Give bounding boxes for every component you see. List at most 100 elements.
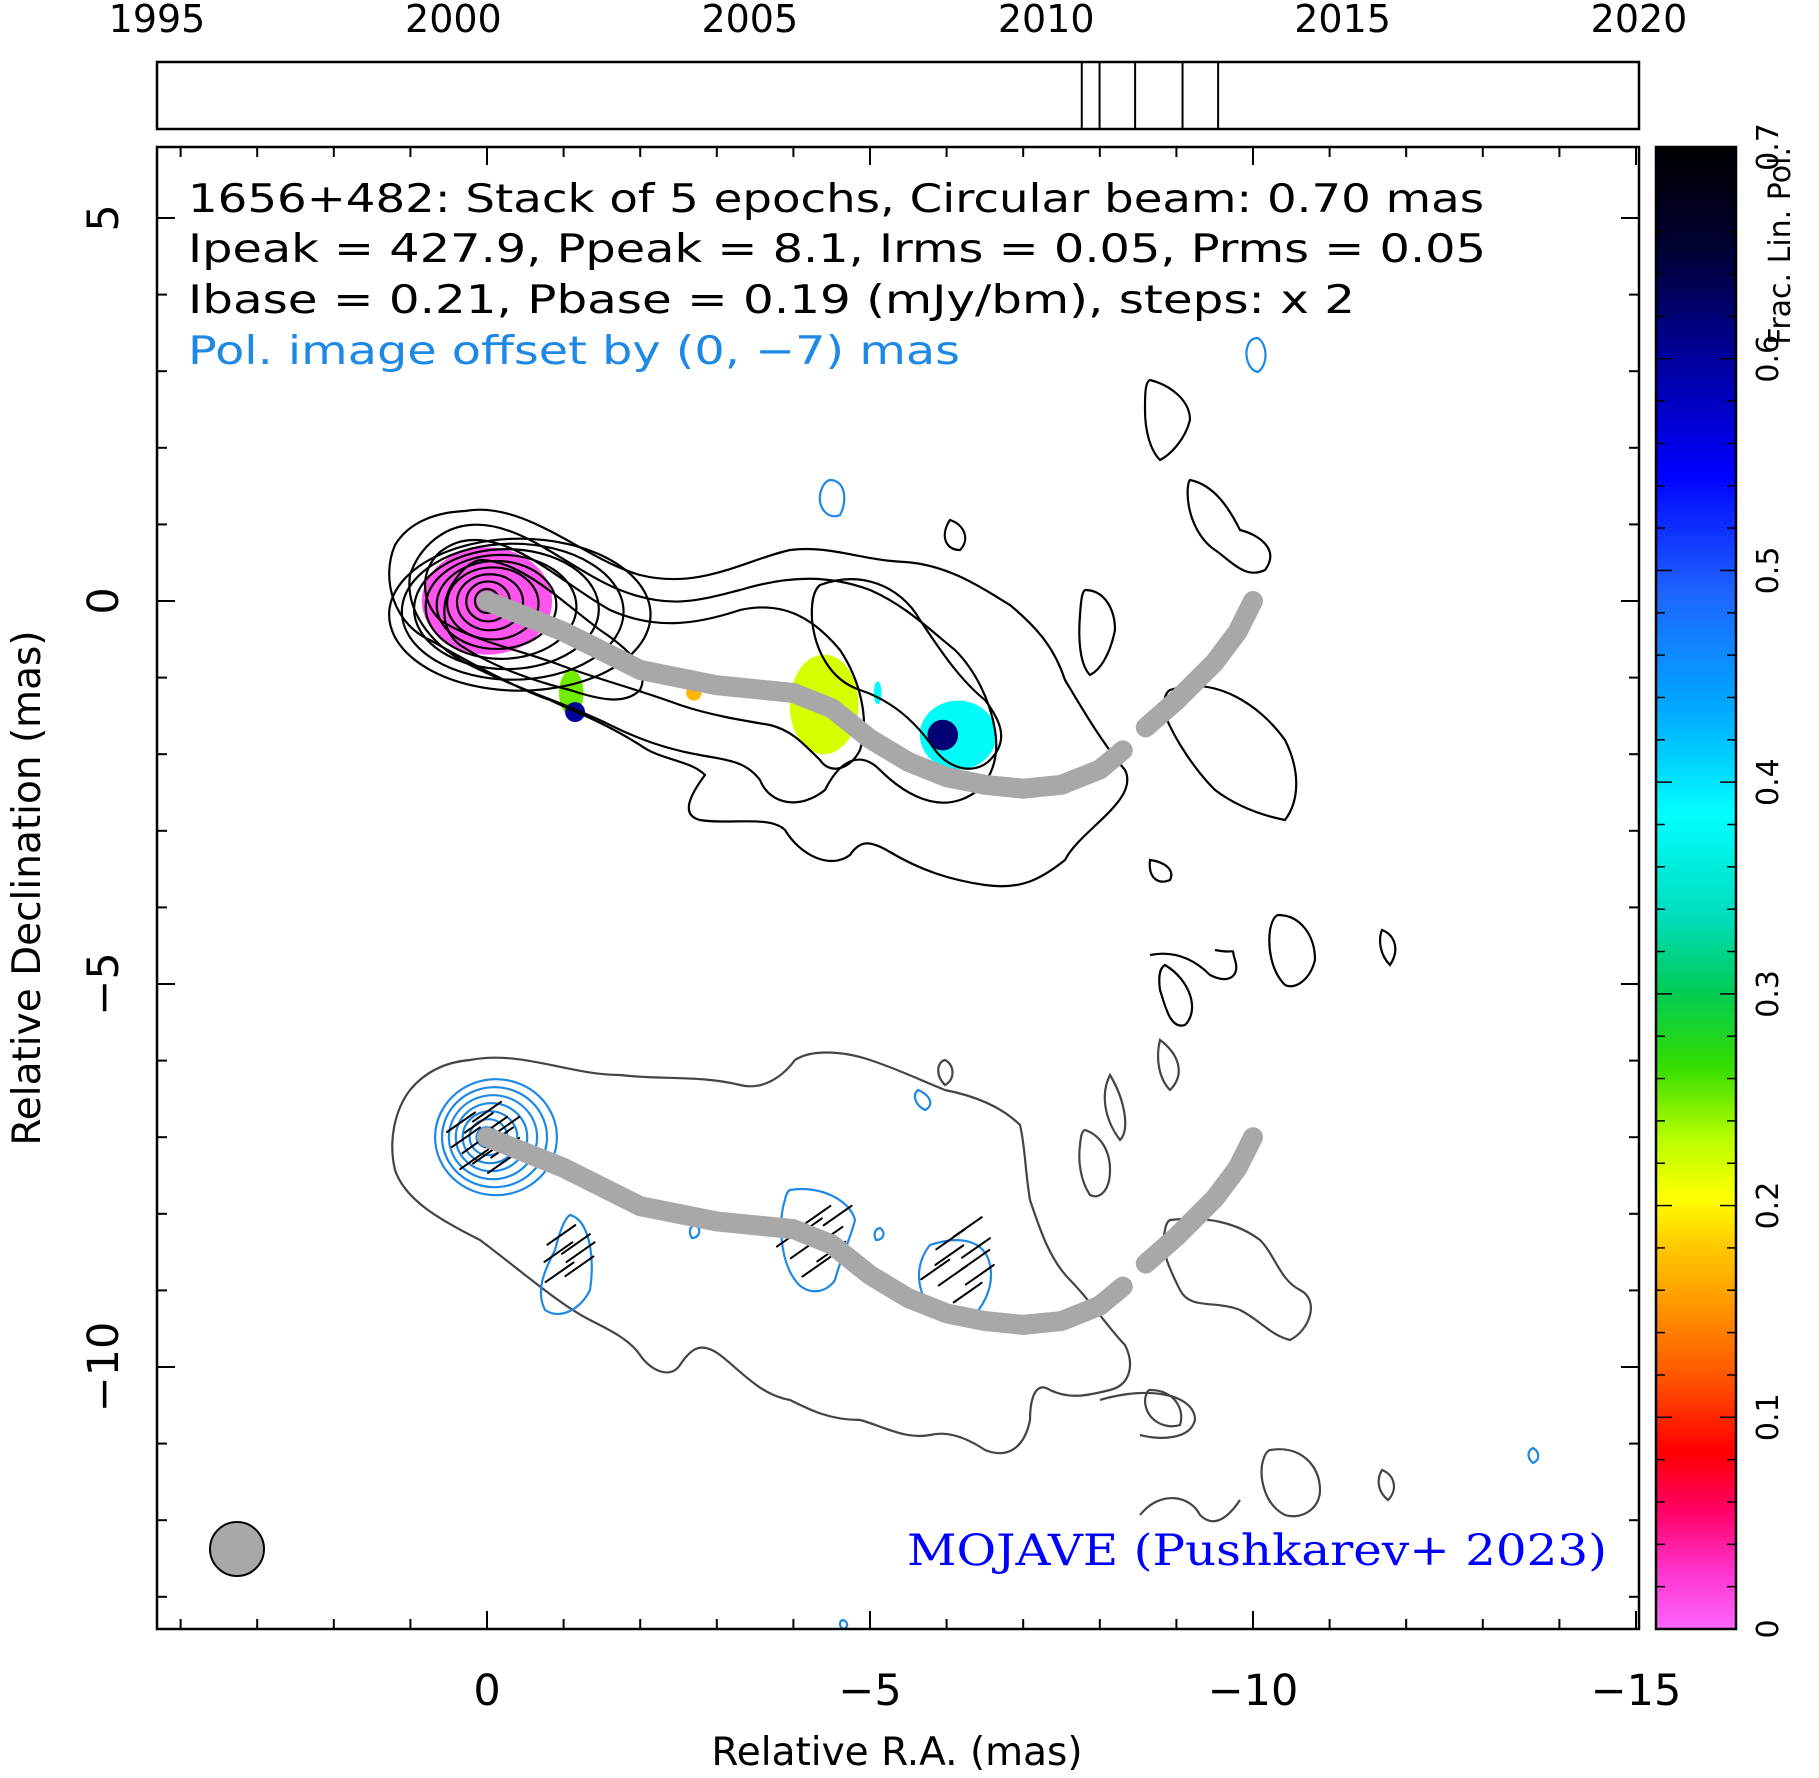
evpa-tick-26 xyxy=(822,1204,853,1227)
lower-contour-main xyxy=(391,1051,1132,1455)
evpa-tick-14 xyxy=(564,1255,595,1278)
epoch-tick-label-2: 2000 xyxy=(405,0,502,41)
plot-area: 0 −5 −10 −15 5 0 −5 −10 1656+482: Stack of 5 e… xyxy=(5,145,1681,1775)
plot-frame xyxy=(155,145,1641,1631)
epoch-lines xyxy=(1080,62,1220,129)
evpa-tick-32 xyxy=(934,1244,965,1266)
colorbar: 0 0.1 0.2 0.3 0.4 0.5 0.6 0.7 Frac. Lin. Pol. xyxy=(1654,123,1798,1639)
colorbar-tick-label-1: 0 xyxy=(1751,1619,1786,1638)
lower-contour-island-10 xyxy=(937,1058,954,1087)
lower-contour-island-9 xyxy=(1103,1072,1127,1142)
lower-contour-island-7 xyxy=(1099,1391,1197,1439)
y-tick-label-2: 0 xyxy=(79,587,129,614)
evpa-tick-21 xyxy=(801,1255,832,1278)
colorbar-tick-label-2: 0.1 xyxy=(1751,1393,1786,1441)
ridgeline-outer-line xyxy=(1135,591,1263,738)
evpa-tick-8 xyxy=(446,1111,477,1134)
pol-contour-9 xyxy=(1245,336,1267,374)
pol-core-ring-3 xyxy=(461,1110,519,1165)
evpa-tick-30 xyxy=(937,1264,968,1287)
pol-contour-6 xyxy=(873,1226,885,1242)
x-tick-label-3: −10 xyxy=(1208,1666,1299,1716)
header-line-3: Ibase = 0.21, Pbase = 0.19 (mJy/bm), ste… xyxy=(188,278,1355,323)
epoch-tick-label-3: 2005 xyxy=(701,0,798,41)
contour-level-4 xyxy=(443,558,644,701)
lower-contour-island-5 xyxy=(1139,1497,1241,1523)
evpa-tick-5 xyxy=(459,1148,490,1171)
core-ring-4 xyxy=(446,566,540,641)
fpol-patch-8 xyxy=(927,719,959,751)
x-tick-label-4: −15 xyxy=(1591,1666,1682,1716)
contour-level-3 xyxy=(423,538,866,770)
header-line-4: Pol. image offset by (0, −7) mas xyxy=(188,329,960,374)
ridgeline-outer-offset-line xyxy=(1135,1127,1263,1274)
fpol-patch-7 xyxy=(919,700,997,770)
colorbar-tick-label-8: 0.7 xyxy=(1751,123,1786,171)
core-ring-9 xyxy=(388,537,652,692)
ridgeline-inner xyxy=(477,591,1133,799)
core-ring-6 xyxy=(424,553,578,660)
contour-island-9 xyxy=(1149,948,1238,981)
evpa-tick-9 xyxy=(463,1112,494,1134)
contour-island-2 xyxy=(1186,478,1272,574)
epoch-timeline-frame xyxy=(155,60,1641,131)
contour-island-6 xyxy=(1148,858,1173,883)
y-tick-label-1: 5 xyxy=(79,204,129,231)
epoch-tick-label-6: 2020 xyxy=(1591,0,1688,41)
evpa-vectors xyxy=(446,1100,995,1304)
pol-contour-10 xyxy=(1527,1446,1540,1465)
evpa-tick-25 xyxy=(801,1204,832,1227)
x-tick-labels: 0 −5 −10 −15 xyxy=(473,1666,1681,1716)
ridgeline-inner-line xyxy=(477,591,1133,799)
x-tick-label-1: 0 xyxy=(473,1666,500,1716)
x-axis-label: Relative R.A. (mas) xyxy=(711,1730,1082,1775)
lower-contour-island-6 xyxy=(1377,1468,1396,1502)
colorbar-ticks: 0 0.1 0.2 0.3 0.4 0.5 0.6 0.7 xyxy=(1656,123,1786,1639)
colorbar-tick-label-6: 0.5 xyxy=(1751,547,1786,595)
colorbar-label: Frac. Lin. Pol. xyxy=(1763,147,1798,345)
pol-core-ring-7 xyxy=(434,1078,559,1197)
colorbar-gradient xyxy=(1656,147,1736,1629)
ridgeline-inner-offset-line xyxy=(477,1127,1133,1335)
x-tick-label-2: −5 xyxy=(838,1666,901,1716)
evpa-tick-17 xyxy=(546,1224,577,1246)
total-intensity-contours xyxy=(388,378,1397,1027)
contour-island-8 xyxy=(1379,928,1397,967)
contour-island-3 xyxy=(1078,588,1117,677)
contour-island-4 xyxy=(943,518,967,552)
credit-text: MOJAVE (Pushkarev+ 2023) xyxy=(907,1526,1607,1576)
y-tick-label-3: −5 xyxy=(79,952,129,1015)
core-ring-8 xyxy=(400,542,625,681)
y-axis-label: Relative Declination (mas) xyxy=(5,630,50,1145)
evpa-tick-35 xyxy=(961,1237,992,1259)
pol-core-rings xyxy=(434,1078,559,1197)
ridgeline-inner-offset xyxy=(477,1127,1133,1335)
colorbar-tick-label-3: 0.2 xyxy=(1751,1182,1786,1230)
contour-island-1 xyxy=(1143,378,1192,462)
contour-island-10 xyxy=(1158,963,1194,1027)
jet-ridgeline xyxy=(477,591,1263,1335)
y-tick-labels: 5 0 −5 −10 xyxy=(79,204,129,1412)
pol-contour-8 xyxy=(818,478,846,518)
plot-tick-marks xyxy=(157,147,1639,1629)
lower-contour-island-4 xyxy=(1260,1448,1322,1518)
epoch-tick-label-4: 2010 xyxy=(998,0,1095,41)
evpa-tick-34 xyxy=(952,1216,983,1238)
fpol-patch-6 xyxy=(873,681,882,705)
colorbar-frame xyxy=(1654,145,1738,1631)
evpa-tick-15 xyxy=(544,1261,575,1284)
lower-contour-island-1 xyxy=(1078,1128,1112,1198)
pol-contour-1 xyxy=(539,1213,593,1316)
contour-island-7 xyxy=(1268,913,1317,988)
epoch-tick-label-5: 2015 xyxy=(1294,0,1391,41)
evpa-tick-18 xyxy=(560,1233,591,1255)
evpa-tick-31 xyxy=(920,1258,951,1281)
pol-core-ring-6 xyxy=(440,1086,549,1189)
evpa-tick-13 xyxy=(565,1241,596,1263)
evpa-tick-29 xyxy=(952,1281,983,1304)
pol-contour-5 xyxy=(688,1223,701,1240)
colorbar-tick-label-5: 0.4 xyxy=(1751,758,1786,806)
epoch-timeline: 1995 2000 2005 2010 2015 2020 xyxy=(109,0,1688,131)
ridgeline-outer-offset xyxy=(1135,1127,1263,1274)
